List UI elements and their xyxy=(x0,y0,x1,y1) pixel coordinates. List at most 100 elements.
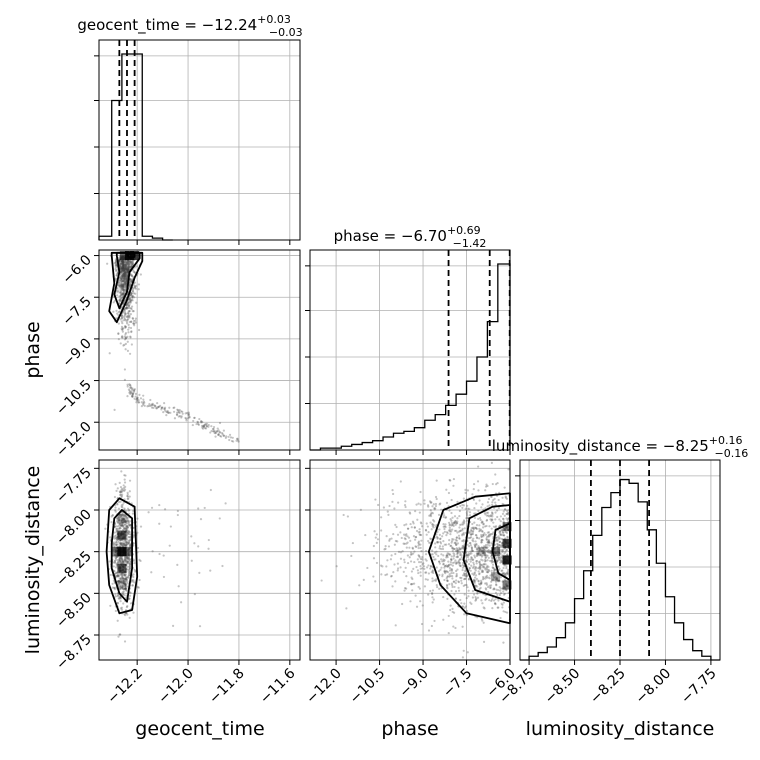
sample-point xyxy=(126,497,129,500)
sample-point xyxy=(129,313,132,316)
sample-point xyxy=(445,488,448,491)
sample-point xyxy=(121,286,124,289)
sample-point xyxy=(502,593,506,596)
sample-point xyxy=(473,516,477,519)
sample-point xyxy=(133,390,136,393)
sample-point xyxy=(467,595,470,598)
sample-point xyxy=(386,510,389,513)
sample-point xyxy=(122,279,125,283)
sample-point xyxy=(127,268,130,271)
sample-point xyxy=(118,556,121,560)
sample-point xyxy=(375,561,379,565)
sample-point xyxy=(372,557,376,560)
sample-point xyxy=(115,572,118,575)
sample-point xyxy=(122,292,126,295)
sample-point xyxy=(126,585,129,588)
sample-point xyxy=(431,601,434,604)
sample-point xyxy=(121,293,124,296)
sample-point xyxy=(492,499,495,502)
sample-point xyxy=(129,281,132,284)
sample-point xyxy=(399,557,403,560)
sample-point xyxy=(461,523,465,526)
sample-point xyxy=(474,565,477,569)
sample-point xyxy=(478,583,482,586)
sample-point xyxy=(447,614,450,618)
sample-point xyxy=(500,528,503,532)
sample-point xyxy=(416,518,419,521)
sample-point xyxy=(133,397,136,400)
histogram-bars xyxy=(520,478,720,661)
sample-point xyxy=(131,262,134,265)
sample-point xyxy=(137,399,140,402)
sample-point xyxy=(121,512,124,515)
sample-point xyxy=(118,260,121,263)
sample-point xyxy=(506,570,509,573)
sample-point xyxy=(449,561,452,564)
sample-point xyxy=(387,513,390,516)
sample-point xyxy=(121,506,124,509)
sample-point xyxy=(477,465,480,468)
sample-point xyxy=(120,284,123,287)
sample-point xyxy=(132,392,135,395)
sample-point xyxy=(193,542,196,545)
sample-point xyxy=(113,531,116,534)
sample-point xyxy=(126,526,129,529)
sample-point xyxy=(175,413,179,416)
sample-point xyxy=(123,520,126,524)
sample-point xyxy=(130,305,134,308)
sample-point xyxy=(335,565,338,568)
sample-point xyxy=(131,580,134,583)
sample-point xyxy=(488,599,491,602)
sample-point xyxy=(109,536,112,539)
sample-point xyxy=(125,263,128,266)
sample-point xyxy=(490,519,493,522)
sample-point xyxy=(374,580,377,583)
sample-point xyxy=(121,269,124,273)
sample-point xyxy=(120,496,123,499)
y-tick-label-luminosity-distance: −8.75 xyxy=(53,632,95,674)
sample-point xyxy=(125,261,128,264)
sample-point xyxy=(125,576,128,579)
sample-point xyxy=(224,502,227,505)
sample-point xyxy=(118,545,121,548)
contour-line xyxy=(108,251,144,324)
sample-point xyxy=(425,529,428,532)
sample-point xyxy=(127,266,130,269)
sample-point xyxy=(212,425,216,429)
sample-point xyxy=(122,267,125,270)
sample-point xyxy=(503,564,506,567)
sample-point xyxy=(230,439,234,443)
sample-point xyxy=(492,567,495,570)
sample-point xyxy=(119,500,122,503)
sample-point xyxy=(221,433,224,436)
sample-point xyxy=(123,282,126,285)
sample-point xyxy=(123,268,127,271)
sample-point xyxy=(207,425,210,428)
sample-point xyxy=(193,416,196,420)
sample-point xyxy=(117,597,120,600)
sample-point xyxy=(125,315,128,318)
sample-point xyxy=(134,287,137,290)
sample-point xyxy=(405,574,408,578)
sample-point xyxy=(485,524,488,528)
sample-point xyxy=(461,574,465,577)
sample-point xyxy=(128,306,131,310)
sample-point xyxy=(121,525,124,528)
sample-point xyxy=(129,301,132,304)
sample-point xyxy=(118,284,121,287)
sample-point xyxy=(120,284,123,287)
density-cell xyxy=(122,547,132,557)
sample-point xyxy=(132,319,136,323)
sample-point xyxy=(122,284,126,287)
sample-point xyxy=(463,520,466,523)
sample-point xyxy=(123,266,126,269)
sample-point xyxy=(111,586,114,589)
histogram-bars xyxy=(98,53,173,241)
sample-point xyxy=(128,566,132,569)
sample-point xyxy=(126,274,129,278)
sample-point xyxy=(118,284,122,287)
sample-point xyxy=(437,541,440,544)
sample-point xyxy=(122,517,125,520)
sample-point xyxy=(491,512,494,515)
sample-point xyxy=(496,539,499,543)
